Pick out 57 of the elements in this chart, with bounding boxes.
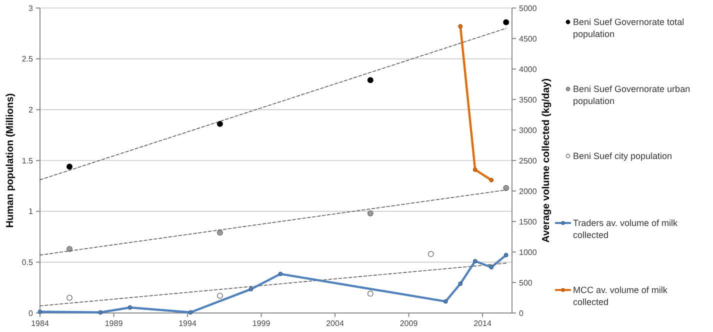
point (472, 258, 478, 264)
point (428, 251, 434, 258)
x-tick-label: 1989 (104, 319, 124, 328)
y-tick-label: 3 (28, 4, 34, 13)
y2-tick-label: 500 (519, 278, 533, 288)
point (367, 77, 374, 84)
y-tick-label: 2 (28, 105, 34, 114)
y-tick-label: 0 (28, 308, 34, 318)
point (188, 310, 193, 315)
point (278, 272, 283, 276)
point (216, 292, 223, 299)
point (472, 167, 478, 172)
point (98, 310, 103, 315)
point (66, 246, 72, 252)
point (443, 299, 448, 304)
y2-tick-label: 2000 (519, 186, 538, 196)
y-tick-label: 0.5 (22, 258, 34, 267)
y-axis-title: Human population (Millions) (5, 93, 16, 228)
point (128, 305, 132, 310)
y-tick-label: 2.5 (22, 54, 34, 64)
point (503, 184, 510, 191)
y2-tick-label: 1500 (519, 217, 538, 226)
point (458, 282, 463, 286)
point (458, 24, 463, 28)
legend-label: Traders av. volume of milk collected (573, 218, 678, 240)
y2-tick-label: 4500 (519, 34, 538, 44)
y-tick-label: 1.5 (22, 156, 34, 166)
point (66, 294, 72, 301)
point (66, 164, 72, 170)
x-tick-label: 1984 (31, 319, 50, 328)
y2-tick-label: 0 (519, 308, 524, 318)
y2-tick-label: 5000 (519, 4, 538, 13)
point (248, 287, 254, 292)
legend-label: Beni Suef city population (573, 151, 672, 162)
point (489, 178, 494, 182)
x-tick-label: 2014 (474, 319, 492, 328)
x-tick-label: 1994 (178, 319, 197, 328)
legend-label: Beni Suef Governorate urban population (573, 84, 690, 106)
legend-label: MCC av. volume of milk collected (573, 285, 668, 307)
y-tick-label: 1 (28, 207, 34, 216)
y2-tick-label: 3500 (519, 95, 538, 104)
y2-tick-label: 4000 (519, 64, 538, 74)
y2-tick-label: 3000 (519, 126, 538, 135)
point (367, 290, 374, 297)
y2-tick-label: 1000 (519, 248, 538, 257)
x-tick-label: 2009 (400, 319, 418, 328)
legend-label: Beni Suef Governorate total population (573, 17, 684, 39)
y2-tick-label: 2500 (519, 156, 538, 166)
x-tick-label: 1999 (252, 319, 271, 328)
point (216, 230, 223, 236)
point (216, 120, 223, 127)
x-tick-label: 2004 (326, 319, 344, 328)
y2-axis-title: Average volume collected (kg/day) (541, 78, 552, 243)
point (503, 19, 510, 26)
point (367, 210, 374, 216)
point (504, 252, 508, 258)
point (489, 265, 494, 270)
